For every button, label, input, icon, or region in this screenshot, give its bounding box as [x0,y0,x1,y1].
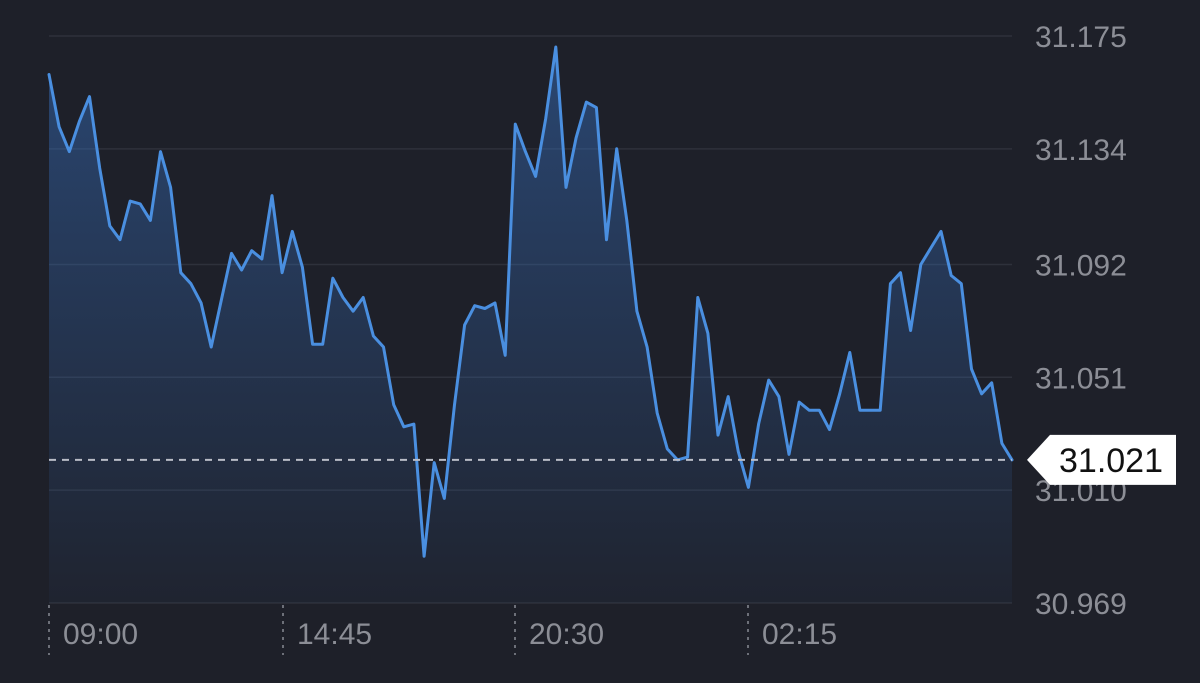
y-tick-label: 31.175 [1035,21,1127,54]
y-tick-label: 30.969 [1035,588,1127,621]
x-tick-label: 09:00 [63,618,138,651]
x-tick-label: 14:45 [297,618,372,651]
series-line [47,45,1014,558]
series-area-fill [49,47,1012,603]
x-tick-label: 20:30 [529,618,604,651]
current-price-label: 31.021 [1027,434,1176,485]
y-tick-label: 31.051 [1035,362,1127,395]
x-tick-label: 02:15 [762,618,837,651]
y-tick-label: 31.092 [1035,249,1127,282]
current-price-value: 31.021 [1059,442,1163,480]
current-price-label-background [1027,434,1176,485]
y-tick-label: 31.134 [1035,134,1127,167]
x-axis: 09:00 14:45 20:30 02:15 [48,605,837,655]
